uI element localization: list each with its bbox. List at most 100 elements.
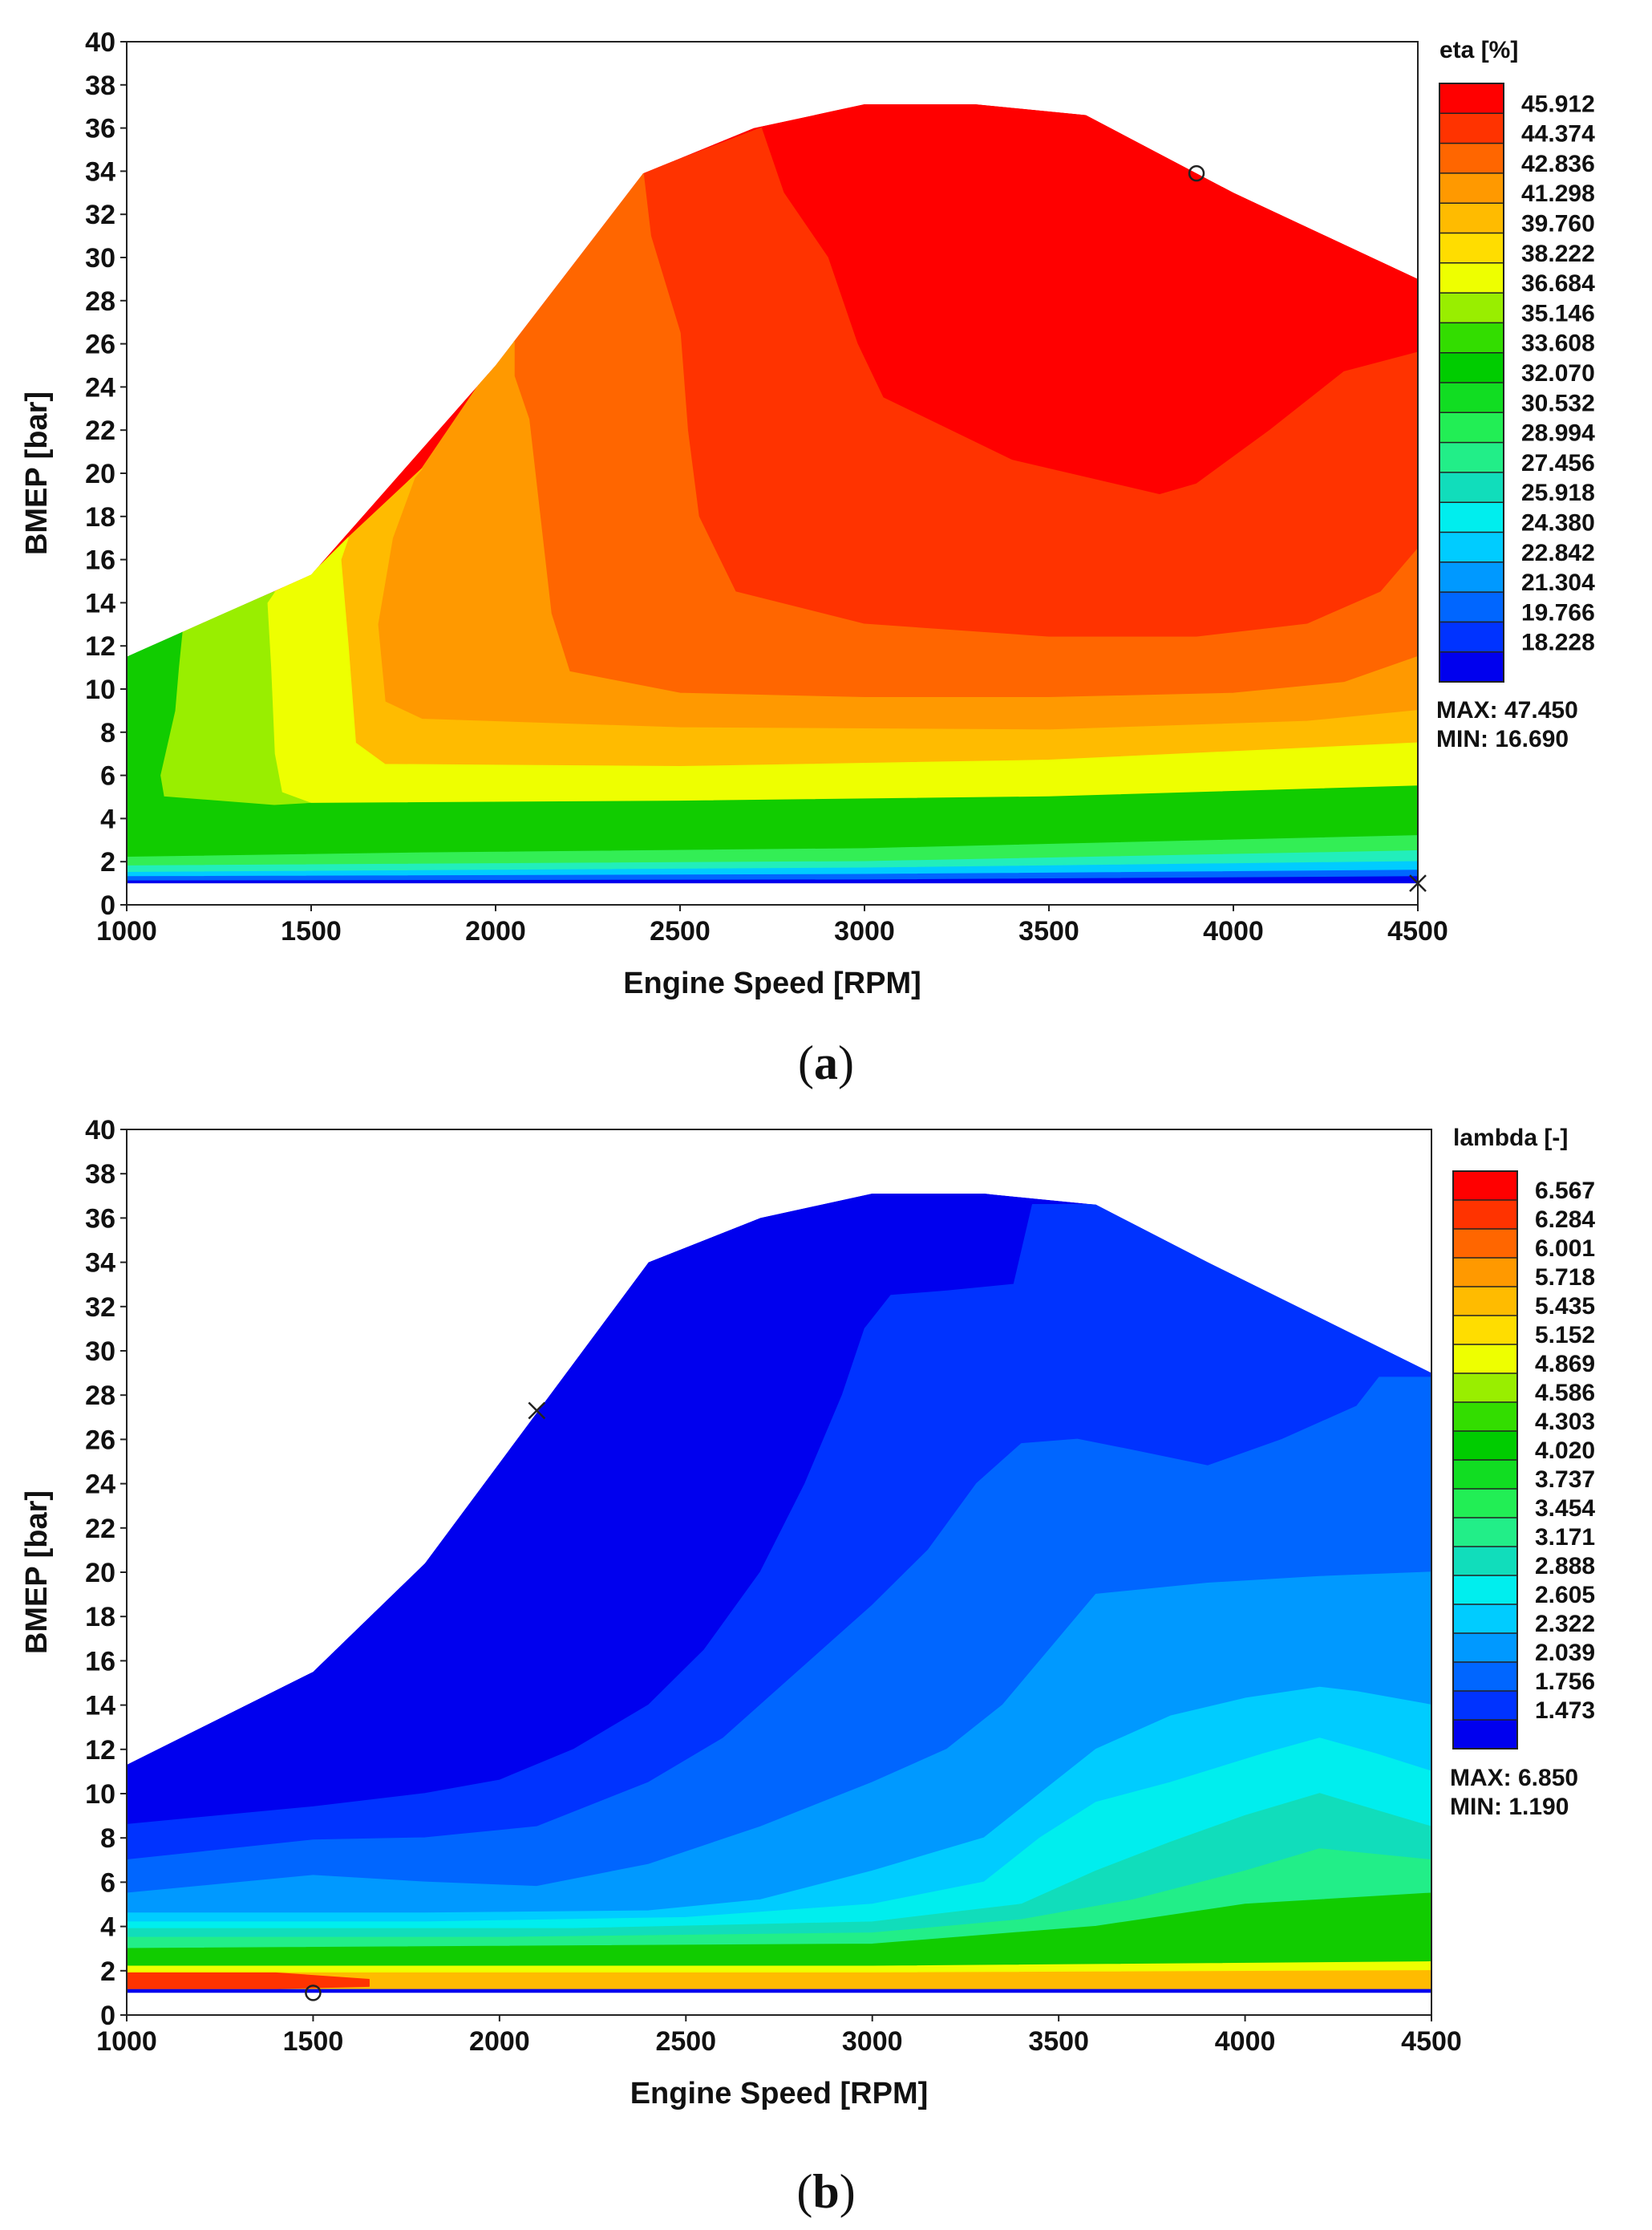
legend-swatch <box>1439 442 1504 473</box>
legend-swatch <box>1453 1460 1517 1490</box>
y-tick-label: 8 <box>100 1823 115 1854</box>
legend-level-label: 4.303 <box>1535 1409 1595 1435</box>
y-tick-label: 28 <box>85 286 115 317</box>
legend-level-label: 5.718 <box>1535 1264 1595 1291</box>
legend-level-label: 45.912 <box>1521 91 1595 117</box>
legend-level-label: 1.756 <box>1535 1668 1595 1695</box>
legend-swatch <box>1453 1344 1517 1374</box>
legend-swatch <box>1439 113 1504 144</box>
min-label: MIN: 1.190 <box>1450 1794 1569 1820</box>
legend-swatch <box>1439 562 1504 593</box>
x-tick-label: 3000 <box>834 916 895 947</box>
contour-band-10 <box>127 1970 1431 1989</box>
y-tick-label: 14 <box>85 1691 115 1721</box>
legend-level-label: 19.766 <box>1521 599 1595 626</box>
y-tick-label: 32 <box>85 200 115 230</box>
y-tick-label: 26 <box>85 1425 115 1455</box>
legend-level-label: 38.222 <box>1521 241 1595 267</box>
legend-level-label: 3.454 <box>1535 1495 1595 1522</box>
legend-swatch <box>1439 322 1504 354</box>
legend-title: lambda [-] <box>1453 1125 1568 1151</box>
legend-swatch <box>1453 1431 1517 1461</box>
y-tick-label: 16 <box>85 545 115 576</box>
legend-swatch <box>1453 1258 1517 1287</box>
legend-swatch <box>1453 1229 1517 1259</box>
legend-frame <box>1452 1170 1518 1750</box>
contour-band-11 <box>127 1972 370 1989</box>
y-tick-label: 14 <box>85 588 115 618</box>
x-tick-label: 1500 <box>281 916 342 947</box>
legend-level-label: 6.284 <box>1535 1206 1595 1233</box>
legend-level-label: 36.684 <box>1521 270 1595 297</box>
y-tick-label: 22 <box>85 416 115 446</box>
y-tick-label: 2 <box>100 1956 115 1987</box>
y-tick-label: 0 <box>100 890 115 921</box>
max-label: MAX: 6.850 <box>1450 1765 1578 1791</box>
legend-swatch <box>1453 1373 1517 1403</box>
x-tick-label: 4500 <box>1401 2026 1462 2057</box>
y-tick-label: 2 <box>100 847 115 878</box>
y-tick-label: 24 <box>85 1470 115 1500</box>
legend-swatch <box>1453 1604 1517 1634</box>
legend-level-label: 6.567 <box>1535 1178 1595 1204</box>
y-tick-label: 4 <box>100 1912 115 1943</box>
y-tick-label: 8 <box>100 718 115 748</box>
legend-swatch <box>1453 1691 1517 1721</box>
legend-swatch <box>1453 1489 1517 1518</box>
x-tick-label: 3500 <box>1018 916 1079 947</box>
legend-swatch <box>1453 1518 1517 1547</box>
contour-bands <box>127 1194 1431 1993</box>
y-tick-label: 16 <box>85 1646 115 1677</box>
legend-swatch <box>1453 1402 1517 1432</box>
y-tick-label: 30 <box>85 243 115 274</box>
y-tick-label: 32 <box>85 1292 115 1323</box>
legend-swatch <box>1439 83 1504 114</box>
legend-swatch <box>1453 1720 1517 1750</box>
y-tick-label: 18 <box>85 1602 115 1632</box>
x-tick-label: 2500 <box>650 916 711 947</box>
y-tick-label: 12 <box>85 631 115 662</box>
y-tick-label: 34 <box>85 1248 115 1279</box>
contour-band-9 <box>127 850 1418 874</box>
y-tick-label: 38 <box>85 71 115 101</box>
y-tick-label: 20 <box>85 1558 115 1588</box>
legend-swatch <box>1453 1287 1517 1316</box>
legend-swatch <box>1439 143 1504 174</box>
legend-swatch <box>1439 412 1504 444</box>
y-tick-label: 4 <box>100 804 115 834</box>
panel-b: 1000 1500 2000 2500 3000 3500 4000 450002468101… <box>20 1115 1595 2218</box>
x-tick-label: 2500 <box>655 2026 716 2057</box>
legend-swatch <box>1453 1316 1517 1345</box>
x-tick-label: 2000 <box>469 2026 530 2057</box>
cross-marker <box>1409 874 1427 892</box>
legend-level-label: 30.532 <box>1521 390 1595 416</box>
legend-level-label: 25.918 <box>1521 480 1595 506</box>
legend-swatch <box>1453 1662 1517 1692</box>
legend-level-label: 6.001 <box>1535 1235 1595 1262</box>
x-tick-label: 1000 <box>96 916 157 947</box>
legend-level-label: 21.304 <box>1521 570 1595 596</box>
legend-level-label: 3.737 <box>1535 1466 1595 1493</box>
cross-marker <box>528 1401 546 1420</box>
legend-level-label: 3.171 <box>1535 1524 1595 1551</box>
legend-swatch <box>1439 532 1504 563</box>
legend-swatch <box>1439 203 1504 233</box>
x-tick-label: 2000 <box>465 916 526 947</box>
legend-level-label: 2.888 <box>1535 1553 1595 1579</box>
y-tick-label: 38 <box>85 1159 115 1190</box>
legend-swatch <box>1439 233 1504 264</box>
legend-level-label: 2.039 <box>1535 1640 1595 1666</box>
panel-caption: (b) <box>796 2165 855 2218</box>
y-tick-label: 36 <box>85 114 115 144</box>
y-tick-label: 30 <box>85 1336 115 1367</box>
legend-swatch <box>1453 1575 1517 1605</box>
legend-level-label: 42.836 <box>1521 151 1595 177</box>
y-tick-label: 24 <box>85 372 115 403</box>
y-axis-label: BMEP [bar] <box>20 1490 54 1654</box>
legend-frame <box>1439 83 1504 683</box>
legend-level-label: 4.869 <box>1535 1351 1595 1377</box>
y-tick-label: 18 <box>85 502 115 533</box>
legend-level-label: 22.842 <box>1521 540 1595 566</box>
y-tick-label: 20 <box>85 459 115 489</box>
x-tick-label: 1000 <box>96 2026 157 2057</box>
